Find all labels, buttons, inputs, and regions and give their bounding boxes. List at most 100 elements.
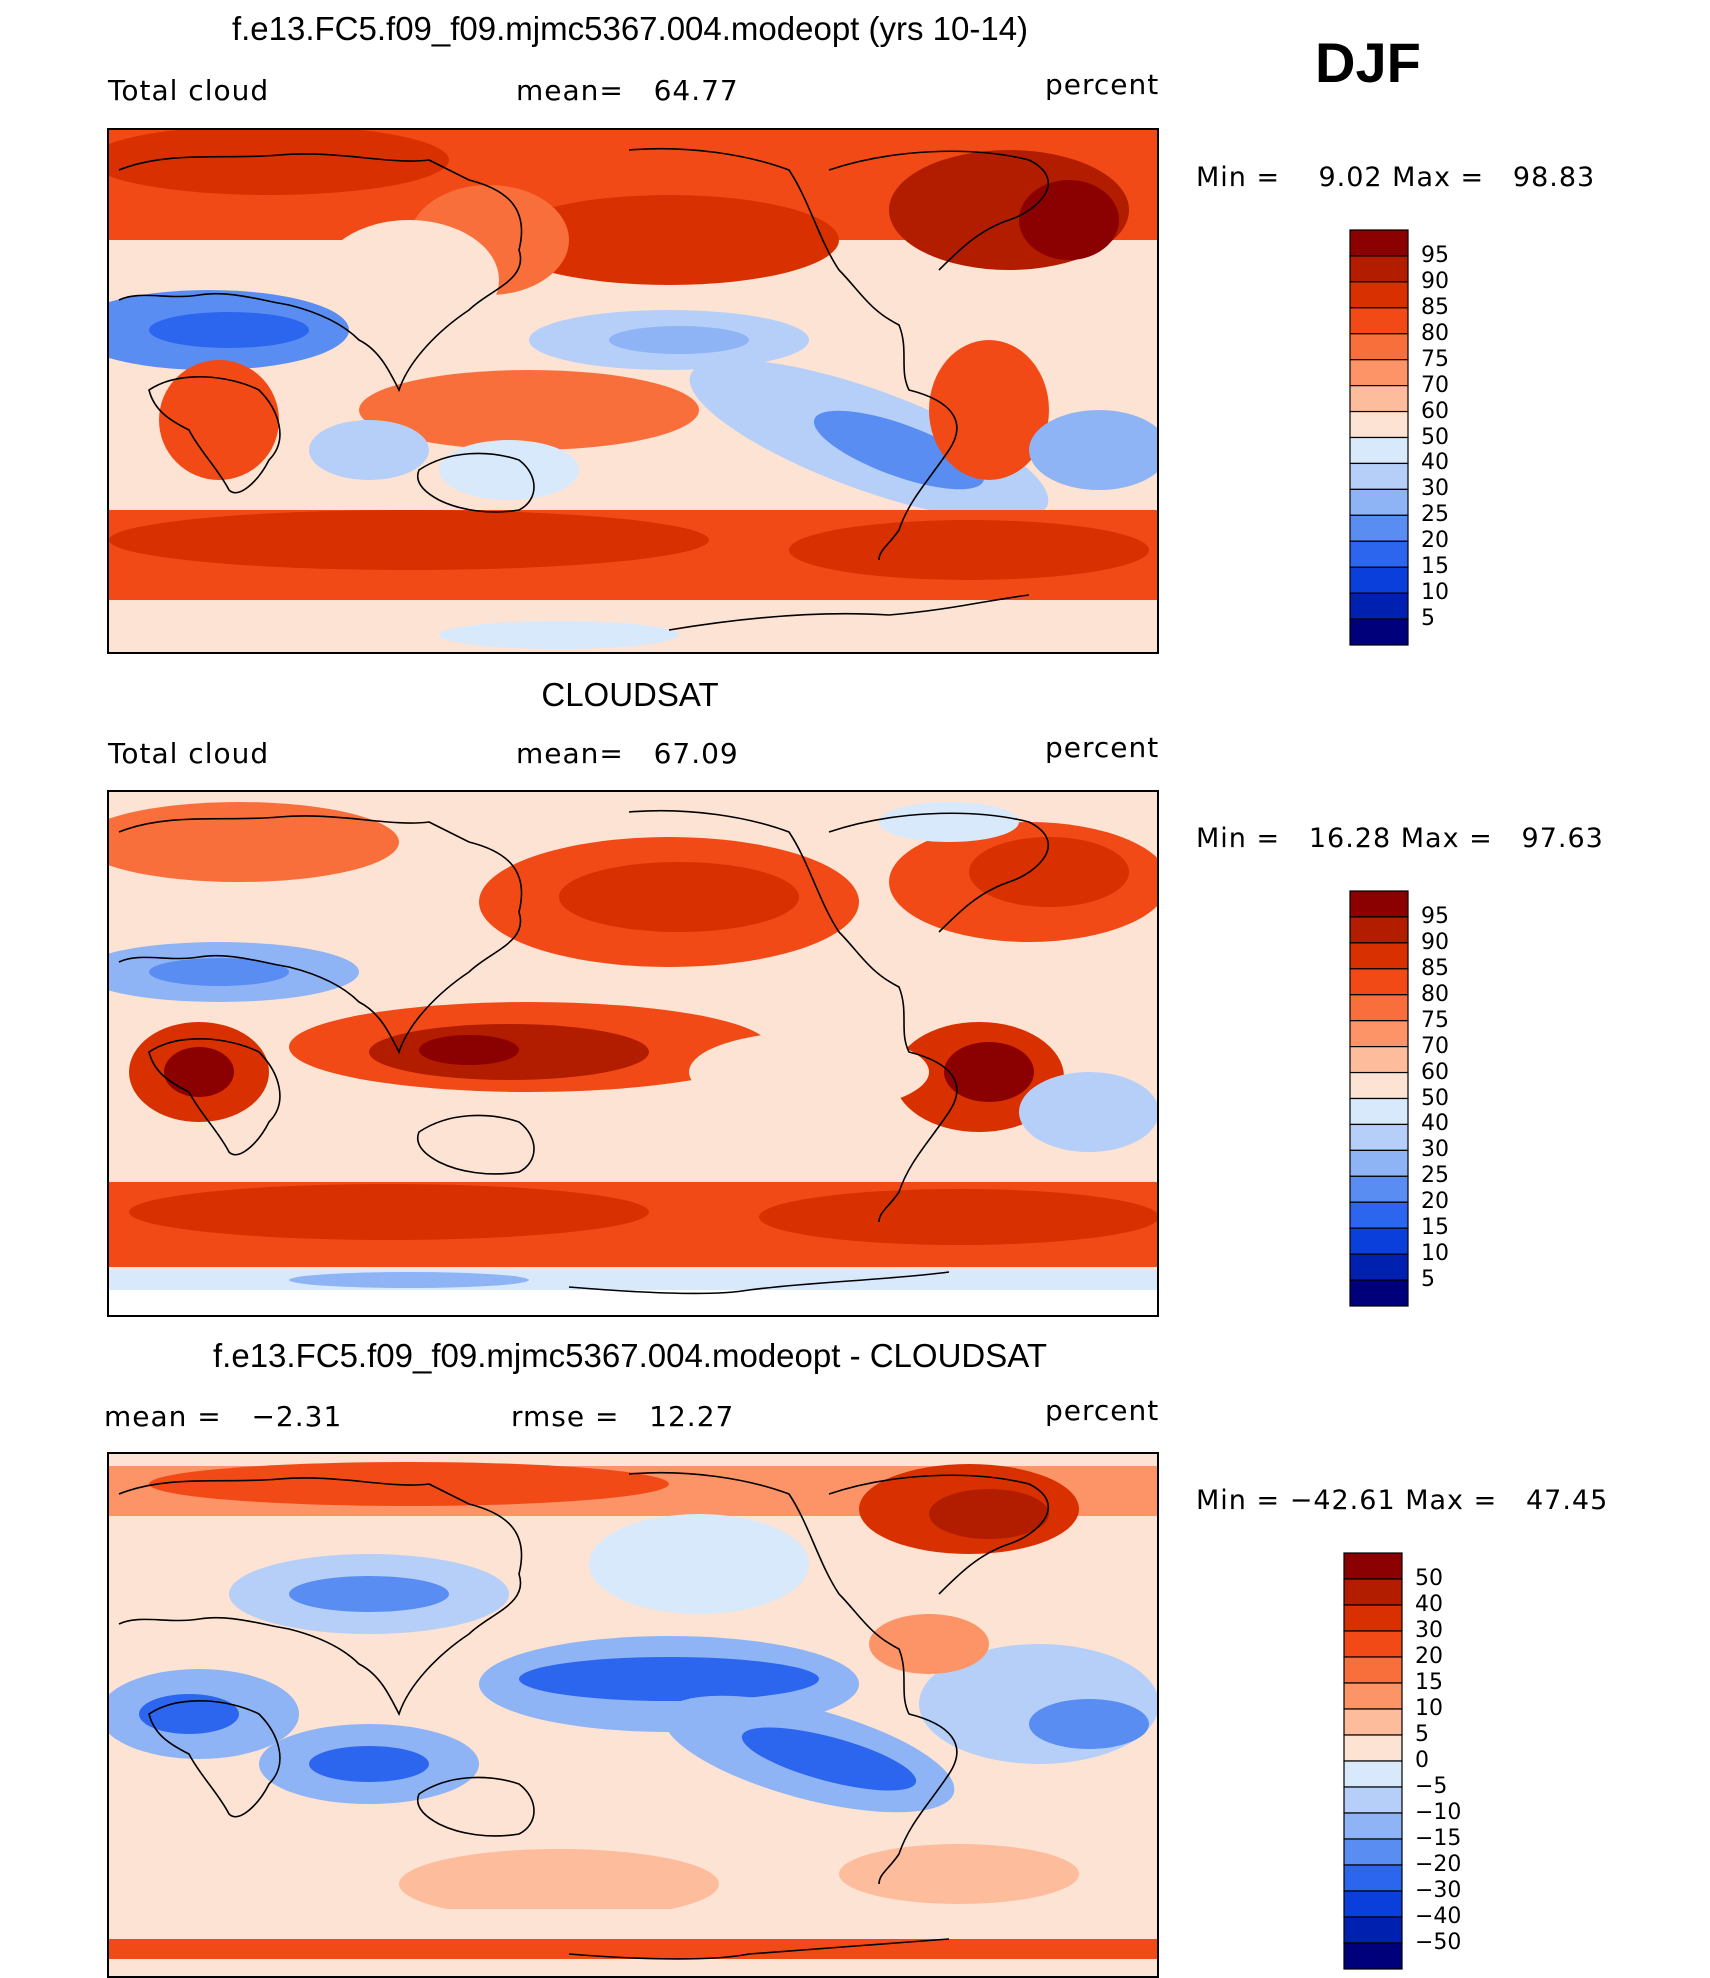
colorbar-box [1349, 1227, 1409, 1255]
panel-3-colorbar: 50 40 30 20 15 10 5 0 −5 −10 −15 −20 −30 −40 −50 [1343, 1552, 1461, 1970]
colorbar-box [1349, 1279, 1409, 1307]
colorbar-tick-label: 30 [1421, 476, 1449, 502]
colorbar-box [1349, 333, 1409, 361]
panel-3-field [109, 1454, 1157, 1976]
panel-3-minmax: Min = −42.61 Max = 47.45 [1196, 1485, 1609, 1516]
panel-2-title: CLOUDSAT [541, 676, 719, 713]
colorbar-box [1349, 462, 1409, 490]
colorbar-box [1343, 1864, 1403, 1892]
colorbar-tick-label: 5 [1421, 1267, 1435, 1293]
colorbar-box [1349, 1201, 1409, 1229]
colorbar-box [1349, 436, 1409, 465]
colorbar-box [1343, 1942, 1403, 1970]
colorbar-box [1349, 359, 1409, 387]
panel-3-map [107, 1452, 1159, 1978]
colorbar-tick-label: 90 [1421, 268, 1449, 294]
colorbar-box [1343, 1812, 1403, 1840]
colorbar-tick-label: −20 [1415, 1852, 1462, 1877]
colorbar-boxes [1343, 1552, 1403, 1970]
colorbar-tick-label: 70 [1421, 372, 1449, 398]
panel-2-map [107, 790, 1159, 1317]
colorbar-tick-label: 60 [1421, 398, 1449, 424]
panel-2-colorbar: 95 90 85 80 75 70 60 50 40 30 25 20 15 10 5 [1349, 890, 1449, 1307]
colorbar-box [1349, 1253, 1409, 1281]
panel-1-field [109, 130, 1157, 652]
colorbar-box [1349, 540, 1409, 568]
colorbar-tick-label: 85 [1421, 294, 1449, 320]
colorbar-box [1349, 1071, 1409, 1100]
panel-1-right-label: percent [1045, 68, 1160, 101]
colorbar-tick-label: 40 [1415, 1592, 1443, 1617]
colorbar-tick-label: 70 [1421, 1033, 1449, 1059]
colorbar-tick-label: 20 [1415, 1644, 1443, 1669]
colorbar-box [1349, 385, 1409, 413]
colorbar-tick-label: 30 [1421, 1137, 1449, 1163]
colorbar-tick-label: 50 [1421, 424, 1449, 450]
colorbar-tick-label: 75 [1421, 1007, 1449, 1033]
panel-3-left-label: mean = −2.31 [104, 1400, 343, 1433]
colorbar-tick-label: 0 [1415, 1748, 1429, 1773]
colorbar-box [1349, 281, 1409, 309]
colorbar-tick-label: 40 [1421, 1111, 1449, 1137]
colorbar-box [1349, 618, 1409, 646]
panel-2-left-label: Total cloud [108, 737, 270, 770]
colorbar-tick-label: −5 [1415, 1774, 1448, 1799]
colorbar-tick-label: 10 [1415, 1696, 1443, 1721]
colorbar-box [1349, 255, 1409, 283]
colorbar-tick-label: 25 [1421, 1163, 1449, 1189]
colorbar-box [1349, 592, 1409, 620]
panel-1-title: f.e13.FC5.f09_f09.mjmc5367.004.modeopt (… [231, 10, 1029, 47]
colorbar-tick-label: 85 [1421, 955, 1449, 981]
colorbar-box [1349, 994, 1409, 1022]
panel-2-center-label: mean= 67.09 [516, 737, 739, 770]
colorbar-tick-label: 90 [1421, 929, 1449, 955]
colorbar-boxes [1349, 890, 1409, 1307]
colorbar-tick-label: 5 [1421, 606, 1435, 632]
colorbar-box [1349, 1175, 1409, 1203]
colorbar-box [1343, 1630, 1403, 1658]
colorbar-box [1349, 942, 1409, 970]
colorbar-tick-label: −15 [1415, 1826, 1462, 1851]
panel-3-title: f.e13.FC5.f09_f09.mjmc5367.004.modeopt -… [213, 1337, 1047, 1374]
colorbar-tick-label: 30 [1415, 1618, 1443, 1643]
colorbar-tick-label: −50 [1415, 1930, 1462, 1955]
panel-1-left-label: Total cloud [108, 74, 270, 107]
colorbar-box [1349, 514, 1409, 542]
panel-3-center-label: rmse = 12.27 [511, 1400, 735, 1433]
colorbar-tick-label: 10 [1421, 1241, 1449, 1267]
panel-2-coastlines [118, 809, 1050, 1295]
panel-1-center-label: mean= 64.77 [516, 74, 739, 107]
colorbar-tick-label: 25 [1421, 502, 1449, 528]
colorbar-tick-label: 15 [1421, 554, 1449, 580]
colorbar-tick-label: 20 [1421, 1189, 1449, 1215]
panel-1-minmax: Min = 9.02 Max = 98.83 [1196, 162, 1596, 193]
colorbar-tick-label: 75 [1421, 346, 1449, 372]
colorbar-box [1343, 1604, 1403, 1632]
colorbar-tick-label: −30 [1415, 1878, 1462, 1903]
colorbar-box [1349, 410, 1409, 439]
colorbar-box [1343, 1838, 1403, 1866]
colorbar-tick-label: 60 [1421, 1059, 1449, 1085]
colorbar-tick-label: −40 [1415, 1904, 1462, 1929]
season-label: DJF [1315, 31, 1421, 94]
colorbar-box [1343, 1578, 1403, 1606]
colorbar-tick-label: 15 [1421, 1215, 1449, 1241]
colorbar-boxes [1349, 229, 1409, 646]
colorbar-box [1343, 1708, 1403, 1736]
colorbar-tick-label: 95 [1421, 242, 1449, 268]
panel-3-right-label: percent [1045, 1394, 1160, 1427]
colorbar-box [1349, 1020, 1409, 1048]
colorbar-tick-label: −10 [1415, 1800, 1462, 1825]
colorbar-tick-label: 50 [1421, 1085, 1449, 1111]
colorbar-box [1349, 229, 1409, 257]
colorbar-box [1343, 1760, 1403, 1788]
colorbar-tick-label: 50 [1415, 1566, 1443, 1591]
colorbar-box [1343, 1682, 1403, 1710]
colorbar-tick-label: 80 [1421, 981, 1449, 1007]
panel-1-coastlines [118, 147, 1050, 631]
colorbar-box [1349, 916, 1409, 944]
panel-1-colorbar: 95 90 85 80 75 70 60 50 40 30 25 20 15 10 5 [1349, 229, 1449, 646]
colorbar-box [1343, 1890, 1403, 1918]
panel-3-coastlines [118, 1471, 1050, 1960]
colorbar-box [1349, 1149, 1409, 1177]
